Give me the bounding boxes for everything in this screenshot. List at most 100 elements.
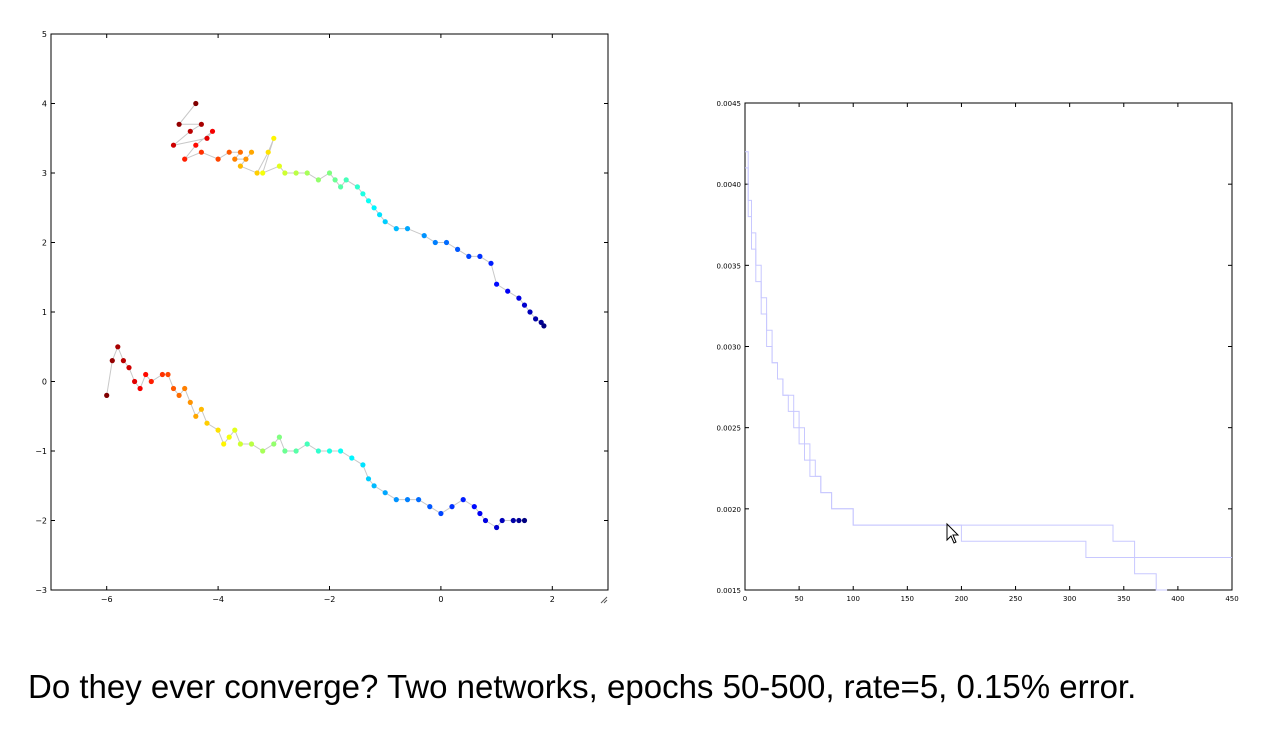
x-tick-label: 2 — [550, 595, 555, 604]
scatter-point — [377, 212, 383, 218]
x-tick-label: 350 — [1117, 595, 1130, 603]
y-tick-label: 2 — [42, 239, 47, 248]
scatter-point — [209, 128, 216, 134]
scatter-point — [315, 448, 321, 454]
scatter-point — [315, 177, 321, 183]
scatter-point — [477, 253, 483, 259]
scatter-point — [182, 156, 188, 162]
scatter-ticks: −6 −4 −2 0 2 −3 −2 −1 0 1 2 3 4 5 — [35, 30, 608, 604]
scatter-point — [265, 149, 271, 155]
resize-grip-icon[interactable] — [600, 596, 608, 604]
scatter-point — [182, 385, 188, 392]
scatter-point — [438, 510, 444, 517]
y-tick-label: 0.0030 — [717, 344, 742, 352]
x-tick-label: 300 — [1063, 595, 1076, 603]
scatter-point — [215, 427, 221, 433]
scatter-point — [404, 226, 411, 232]
scatter-point — [165, 371, 171, 378]
scatter-point — [427, 504, 433, 510]
scatter-point — [237, 149, 243, 155]
scatter-point — [404, 497, 411, 503]
x-tick-label: 150 — [901, 595, 914, 603]
scatter-point — [338, 448, 344, 454]
scatter-point — [482, 517, 489, 524]
y-tick-label: −3 — [35, 586, 47, 595]
scatter-points — [104, 100, 547, 531]
scatter-point — [109, 358, 115, 364]
mouse-cursor-icon — [946, 522, 960, 544]
scatter-point — [326, 448, 333, 454]
y-tick-label: 3 — [42, 169, 47, 178]
x-tick-label: 250 — [1009, 595, 1022, 603]
scatter-point — [516, 295, 522, 301]
scatter-point — [120, 358, 126, 364]
y-tick-label: 0.0035 — [717, 262, 742, 270]
scatter-point — [237, 163, 243, 169]
scatter-point — [293, 170, 299, 176]
scatter-point — [360, 462, 366, 468]
scatter-point — [248, 441, 255, 447]
scatter-point — [276, 434, 282, 440]
scatter-point — [371, 483, 377, 489]
scatter-point — [193, 413, 199, 419]
slide-caption: Do they ever converge? Two networks, epo… — [28, 668, 1137, 705]
x-tick-label: −6 — [101, 595, 113, 604]
scatter-point — [494, 524, 500, 531]
scatter-point — [132, 378, 138, 385]
scatter-point — [505, 288, 511, 294]
scatter-plot: −6 −4 −2 0 2 −3 −2 −1 0 1 2 3 4 5 — [35, 30, 609, 604]
scatter-point — [282, 448, 288, 454]
scatter-point — [198, 406, 204, 412]
scatter-point — [276, 163, 282, 169]
scatter-point — [248, 149, 255, 155]
scatter-point — [176, 392, 182, 398]
scatter-point — [271, 441, 277, 447]
scatter-point — [521, 517, 528, 524]
x-tick-label: 400 — [1171, 595, 1184, 603]
scatter-point — [126, 365, 132, 371]
x-tick-label: 200 — [955, 595, 968, 603]
scatter-point — [254, 170, 260, 176]
scatter-point — [449, 504, 455, 510]
scatter-point — [226, 434, 232, 440]
scatter-point — [143, 371, 149, 378]
scatter-point — [237, 441, 243, 447]
line-plot-frame — [744, 102, 1233, 591]
y-tick-label: −1 — [35, 447, 47, 456]
scatter-point — [260, 448, 266, 454]
scatter-point — [326, 170, 333, 176]
scatter-point — [466, 253, 472, 259]
x-tick-label: 100 — [847, 595, 860, 603]
y-tick-label: 0.0040 — [717, 181, 742, 189]
scatter-point — [226, 149, 232, 155]
error-series-line — [745, 151, 1168, 591]
scatter-point — [170, 385, 177, 392]
scatter-point — [494, 281, 500, 287]
scatter-point — [521, 302, 528, 308]
scatter-point — [104, 392, 110, 398]
scatter-point — [443, 239, 450, 246]
scatter-point — [198, 121, 204, 127]
scatter-point — [365, 198, 372, 204]
scatter-point — [516, 517, 522, 524]
x-tick-label: 0 — [743, 595, 747, 603]
error-line-plot: 0 50 100 150 200 250 300 350 400 450 0.0015 0.0020 0… — [717, 100, 1239, 603]
y-tick-label: 1 — [42, 308, 47, 317]
scatter-point — [533, 316, 539, 322]
scatter-point — [499, 517, 505, 524]
scatter-point — [332, 177, 338, 183]
scatter-point — [198, 149, 204, 155]
scatter-point — [304, 441, 310, 447]
scatter-point — [260, 170, 266, 176]
scatter-point — [221, 441, 227, 447]
scatter-point — [488, 260, 494, 266]
y-tick-label: 5 — [42, 30, 47, 39]
scatter-point — [176, 121, 182, 127]
x-tick-label: −2 — [324, 595, 336, 604]
scatter-point — [148, 378, 154, 385]
scatter-point — [382, 219, 388, 225]
scatter-point — [527, 309, 533, 315]
scatter-point — [193, 142, 199, 148]
scatter-point — [232, 156, 238, 162]
